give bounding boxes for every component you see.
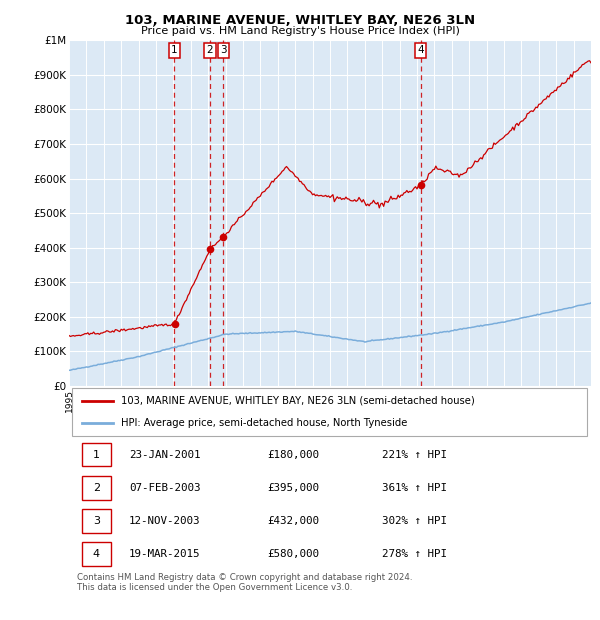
Text: 302% ↑ HPI: 302% ↑ HPI <box>382 516 447 526</box>
Text: Price paid vs. HM Land Registry's House Price Index (HPI): Price paid vs. HM Land Registry's House … <box>140 26 460 36</box>
Text: 3: 3 <box>220 45 227 55</box>
FancyBboxPatch shape <box>82 542 111 567</box>
Text: £432,000: £432,000 <box>268 516 319 526</box>
Text: Contains HM Land Registry data © Crown copyright and database right 2024.
This d: Contains HM Land Registry data © Crown c… <box>77 573 412 593</box>
Text: 4: 4 <box>93 549 100 559</box>
Text: £580,000: £580,000 <box>268 549 319 559</box>
Text: 221% ↑ HPI: 221% ↑ HPI <box>382 450 447 459</box>
Text: 1: 1 <box>93 450 100 459</box>
Text: 23-JAN-2001: 23-JAN-2001 <box>129 450 200 459</box>
Text: 3: 3 <box>93 516 100 526</box>
Text: 1: 1 <box>171 45 178 55</box>
Text: 103, MARINE AVENUE, WHITLEY BAY, NE26 3LN (semi-detached house): 103, MARINE AVENUE, WHITLEY BAY, NE26 3L… <box>121 396 475 405</box>
FancyBboxPatch shape <box>82 443 111 466</box>
FancyBboxPatch shape <box>82 509 111 533</box>
Text: 2: 2 <box>206 45 213 55</box>
Text: 103, MARINE AVENUE, WHITLEY BAY, NE26 3LN: 103, MARINE AVENUE, WHITLEY BAY, NE26 3L… <box>125 14 475 27</box>
FancyBboxPatch shape <box>71 388 587 436</box>
Text: 4: 4 <box>418 45 424 55</box>
Text: 2: 2 <box>93 483 100 493</box>
FancyBboxPatch shape <box>82 476 111 500</box>
Text: 361% ↑ HPI: 361% ↑ HPI <box>382 483 447 493</box>
Text: £395,000: £395,000 <box>268 483 319 493</box>
Text: 278% ↑ HPI: 278% ↑ HPI <box>382 549 447 559</box>
Text: 12-NOV-2003: 12-NOV-2003 <box>129 516 200 526</box>
Text: £180,000: £180,000 <box>268 450 319 459</box>
Text: 19-MAR-2015: 19-MAR-2015 <box>129 549 200 559</box>
Text: 07-FEB-2003: 07-FEB-2003 <box>129 483 200 493</box>
Text: HPI: Average price, semi-detached house, North Tyneside: HPI: Average price, semi-detached house,… <box>121 418 407 428</box>
